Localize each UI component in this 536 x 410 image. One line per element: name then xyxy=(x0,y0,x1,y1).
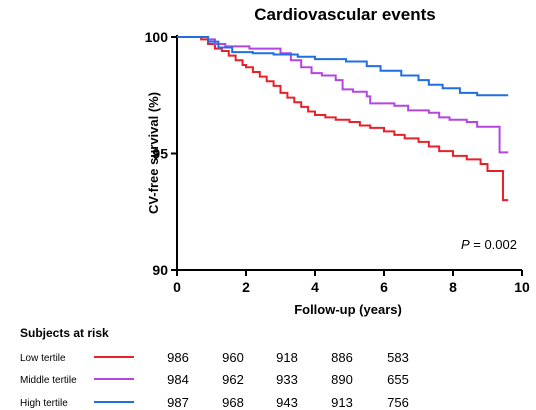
risk-table: Low tertile 986 960 918 886 583 Middle tertile… xyxy=(20,350,409,410)
risk-count: 987 xyxy=(167,395,189,410)
y-axis-label: CV-free survival (%) xyxy=(146,92,161,214)
y-tick-label: 90 xyxy=(152,262,168,278)
risk-count: 655 xyxy=(387,372,409,387)
risk-count: 756 xyxy=(387,395,409,410)
risk-count: 913 xyxy=(331,395,353,410)
y-tick-label: 95 xyxy=(152,146,168,162)
p-value-text: = 0.002 xyxy=(470,237,517,252)
x-tick-label: 8 xyxy=(449,279,457,295)
x-tick-label: 4 xyxy=(311,279,319,295)
risk-count: 960 xyxy=(222,350,244,365)
series-line-low-tertile xyxy=(177,36,509,202)
p-value-annotation: P = 0.002 xyxy=(461,237,517,252)
series-line-high-tertile xyxy=(177,36,509,97)
x-tick-label: 0 xyxy=(173,279,181,295)
p-value-symbol: P xyxy=(461,237,470,252)
x-tick-label: 10 xyxy=(514,279,530,295)
risk-count: 886 xyxy=(331,350,353,365)
risk-row-label: High tertile xyxy=(20,398,68,409)
risk-row-label: Low tertile xyxy=(20,353,66,364)
risk-count: 583 xyxy=(387,350,409,365)
plot-area: 0 2 4 6 8 10 90 95 100 xyxy=(145,29,530,295)
y-tick-label: 100 xyxy=(145,29,169,45)
risk-count: 986 xyxy=(167,350,189,365)
x-axis-label: Follow-up (years) xyxy=(294,302,402,317)
risk-count: 943 xyxy=(276,395,298,410)
risk-count: 918 xyxy=(276,350,298,365)
chart-title: Cardiovascular events xyxy=(254,5,435,24)
risk-count: 962 xyxy=(222,372,244,387)
risk-count: 933 xyxy=(276,372,298,387)
risk-count: 890 xyxy=(331,372,353,387)
risk-table-header: Subjects at risk xyxy=(20,326,109,340)
x-tick-label: 2 xyxy=(242,279,250,295)
series-line-middle-tertile xyxy=(177,36,509,154)
x-tick-label: 6 xyxy=(380,279,388,295)
risk-row-label: Middle tertile xyxy=(20,375,77,386)
risk-count: 968 xyxy=(222,395,244,410)
risk-count: 984 xyxy=(167,372,189,387)
